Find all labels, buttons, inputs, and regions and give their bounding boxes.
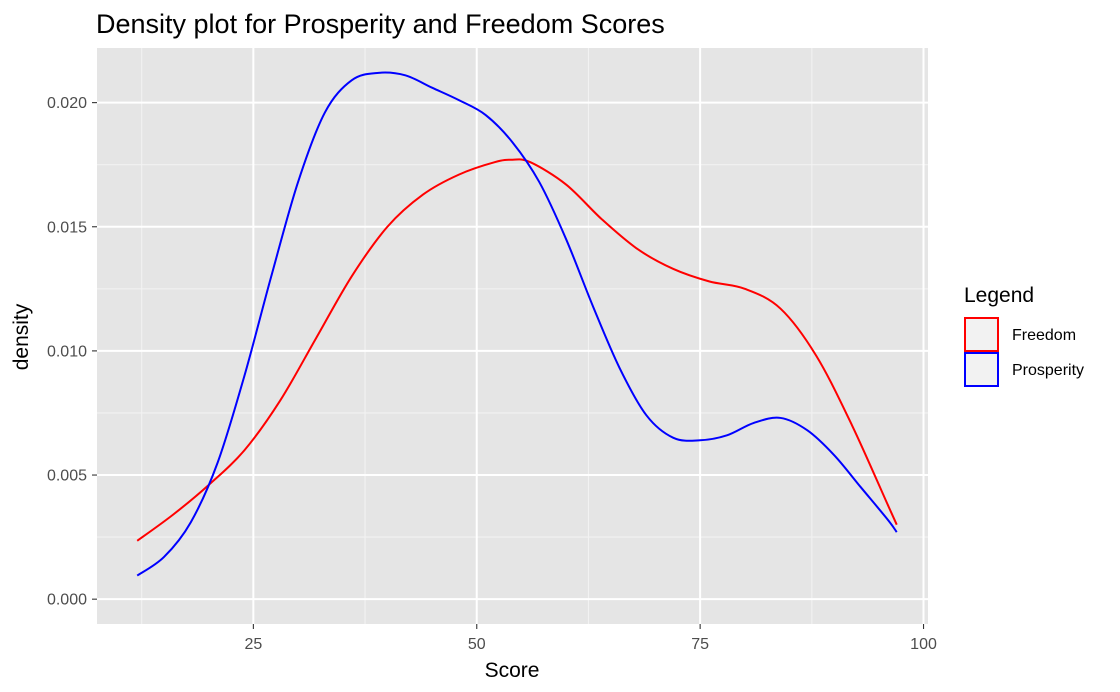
x-axis-title: Score	[485, 659, 540, 682]
legend: Legend Freedom Prosperity	[964, 284, 1084, 387]
x-tick-label: 50	[468, 636, 486, 653]
y-tick-label: 0.015	[47, 219, 87, 236]
x-tick-label: 25	[244, 636, 262, 653]
plot-panel	[97, 48, 928, 624]
y-axis: 0.000 0.005 0.010 0.015 0.020	[47, 95, 97, 609]
legend-title: Legend	[964, 284, 1034, 307]
x-tick-label: 100	[910, 636, 937, 653]
legend-label-freedom: Freedom	[1012, 327, 1076, 344]
major-gridlines	[97, 48, 928, 624]
y-axis-title: density	[10, 303, 33, 370]
y-tick-label: 0.020	[47, 95, 87, 112]
y-tick-label: 0.010	[47, 343, 87, 360]
y-tick-label: 0.005	[47, 468, 87, 485]
legend-label-prosperity: Prosperity	[1012, 362, 1084, 379]
x-axis: 25 50 75 100	[244, 624, 937, 653]
chart-title: Density plot for Prosperity and Freedom …	[96, 9, 665, 39]
legend-key-prosperity	[964, 352, 999, 387]
x-tick-label: 75	[691, 636, 709, 653]
y-tick-label: 0.000	[47, 592, 87, 609]
legend-key-freedom	[964, 317, 999, 352]
series-line-freedom	[136, 158, 898, 542]
series-layer	[136, 71, 898, 577]
series-line-prosperity	[136, 71, 898, 577]
minor-gridlines	[97, 48, 928, 624]
